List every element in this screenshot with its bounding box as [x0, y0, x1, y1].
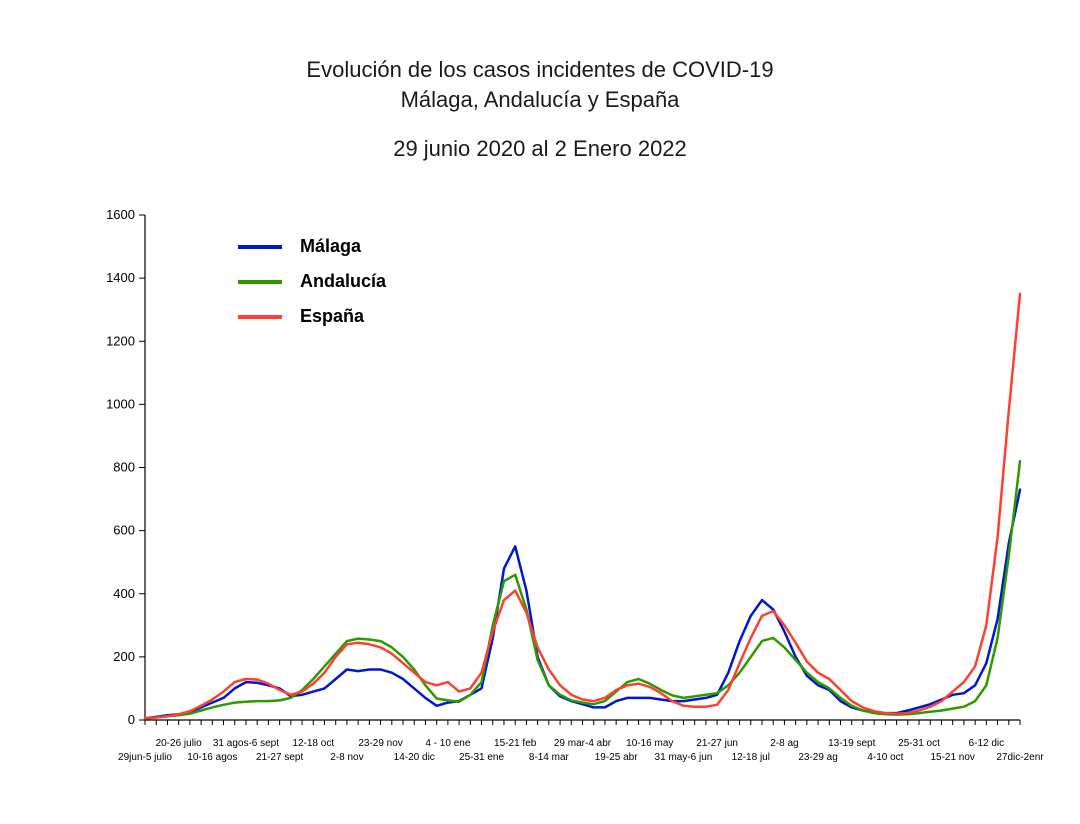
x-tick-label: 12-18 jul — [732, 752, 770, 764]
chart-title-line2: Málaga, Andalucía y España — [0, 85, 1080, 115]
legend-label: Málaga — [300, 236, 361, 257]
x-axis-labels: 20-26 julio 31 agos-6 sept 12-18 oct 23-29 … — [90, 738, 1030, 778]
svg-text:1600: 1600 — [106, 207, 135, 222]
x-tick-label: 12-18 oct — [292, 738, 334, 750]
legend-item-malaga: Málaga — [238, 236, 386, 257]
legend-label: Andalucía — [300, 271, 386, 292]
x-tick-label: 27dic-2enr — [996, 752, 1043, 764]
x-tick-label: 19-25 abr — [595, 752, 638, 764]
x-tick-label: 31 may-6 jun — [655, 752, 713, 764]
svg-text:200: 200 — [113, 649, 135, 664]
x-tick-label: 4-10 oct — [867, 752, 903, 764]
x-tick-label: 8-14 mar — [529, 752, 569, 764]
x-tick-label: 15-21 feb — [494, 738, 536, 750]
legend: Málaga Andalucía España — [238, 236, 386, 341]
x-tick-label: 25-31 oct — [898, 738, 940, 750]
x-tick-label: 23-29 nov — [358, 738, 402, 750]
svg-text:0: 0 — [128, 712, 135, 727]
x-tick-label: 23-29 ag — [798, 752, 837, 764]
legend-swatch — [238, 315, 282, 319]
x-tick-label: 29jun-5 julio — [118, 752, 172, 764]
chart-title-line1: Evolución de los casos incidentes de COV… — [0, 55, 1080, 85]
x-tick-label: 25-31 ene — [459, 752, 504, 764]
x-tick-label: 10-16 may — [626, 738, 673, 750]
chart-title-line3: 29 junio 2020 al 2 Enero 2022 — [0, 134, 1080, 164]
legend-label: España — [300, 306, 364, 327]
x-tick-label: 14-20 dic — [394, 752, 435, 764]
svg-text:1000: 1000 — [106, 396, 135, 411]
legend-swatch — [238, 245, 282, 249]
x-tick-label: 29 mar-4 abr — [554, 738, 611, 750]
x-tick-label: 2-8 ag — [770, 738, 798, 750]
x-tick-label: 20-26 julio — [156, 738, 202, 750]
line-chart: 0 200 400 600 800 1000 1200 1400 1600 — [90, 210, 1030, 730]
x-tick-label: 2-8 nov — [330, 752, 363, 764]
svg-text:800: 800 — [113, 460, 135, 475]
svg-text:1200: 1200 — [106, 333, 135, 348]
x-tick-label: 21-27 jun — [696, 738, 738, 750]
x-tick-label: 4 - 10 ene — [425, 738, 470, 750]
svg-text:600: 600 — [113, 523, 135, 538]
x-tick-label: 21-27 sept — [256, 752, 303, 764]
legend-item-andalucia: Andalucía — [238, 271, 386, 292]
x-tick-label: 15-21 nov — [930, 752, 974, 764]
x-tick-label: 31 agos-6 sept — [213, 738, 279, 750]
x-tick-label: 10-16 agos — [187, 752, 237, 764]
x-tick-label: 6-12 dic — [969, 738, 1005, 750]
legend-item-espana: España — [238, 306, 386, 327]
legend-swatch — [238, 280, 282, 284]
chart-area: 0 200 400 600 800 1000 1200 1400 1600 — [90, 210, 1030, 730]
svg-text:400: 400 — [113, 586, 135, 601]
page: Evolución de los casos incidentes de COV… — [0, 0, 1080, 824]
svg-text:1400: 1400 — [106, 270, 135, 285]
chart-title-block: Evolución de los casos incidentes de COV… — [0, 55, 1080, 164]
x-tick-label: 13-19 sept — [828, 738, 875, 750]
